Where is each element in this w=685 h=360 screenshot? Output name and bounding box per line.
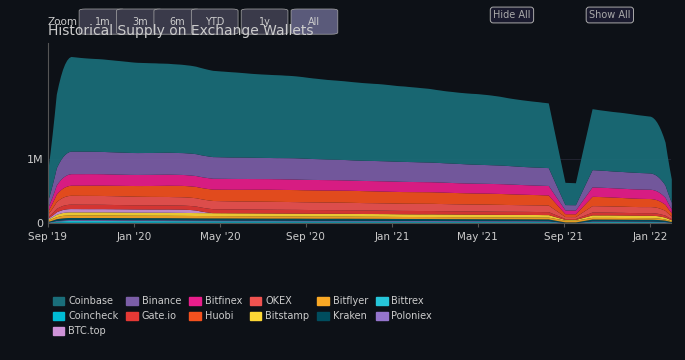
Text: YTD: YTD xyxy=(205,17,225,27)
Text: 3m: 3m xyxy=(132,17,148,27)
Text: 1y: 1y xyxy=(259,17,271,27)
FancyBboxPatch shape xyxy=(116,9,163,34)
Legend: Coinbase, Coincheck, BTC.top, Binance, Gate.io, Bitfinex, Huobi, OKEX, Bitstamp,: Coinbase, Coincheck, BTC.top, Binance, G… xyxy=(53,297,432,336)
FancyBboxPatch shape xyxy=(291,9,338,34)
FancyBboxPatch shape xyxy=(241,9,288,34)
Text: 1m: 1m xyxy=(95,17,110,27)
Text: Historical Supply on Exchange Wallets: Historical Supply on Exchange Wallets xyxy=(48,24,314,38)
Text: 6m: 6m xyxy=(169,17,185,27)
FancyBboxPatch shape xyxy=(154,9,201,34)
FancyBboxPatch shape xyxy=(79,9,126,34)
FancyBboxPatch shape xyxy=(191,9,238,34)
Text: Show All: Show All xyxy=(589,10,631,20)
Text: All: All xyxy=(308,17,321,27)
Text: Zoom: Zoom xyxy=(48,17,78,27)
Text: Hide All: Hide All xyxy=(493,10,531,20)
